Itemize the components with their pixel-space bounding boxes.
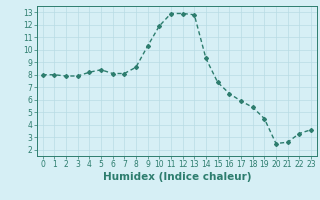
X-axis label: Humidex (Indice chaleur): Humidex (Indice chaleur): [102, 172, 251, 182]
